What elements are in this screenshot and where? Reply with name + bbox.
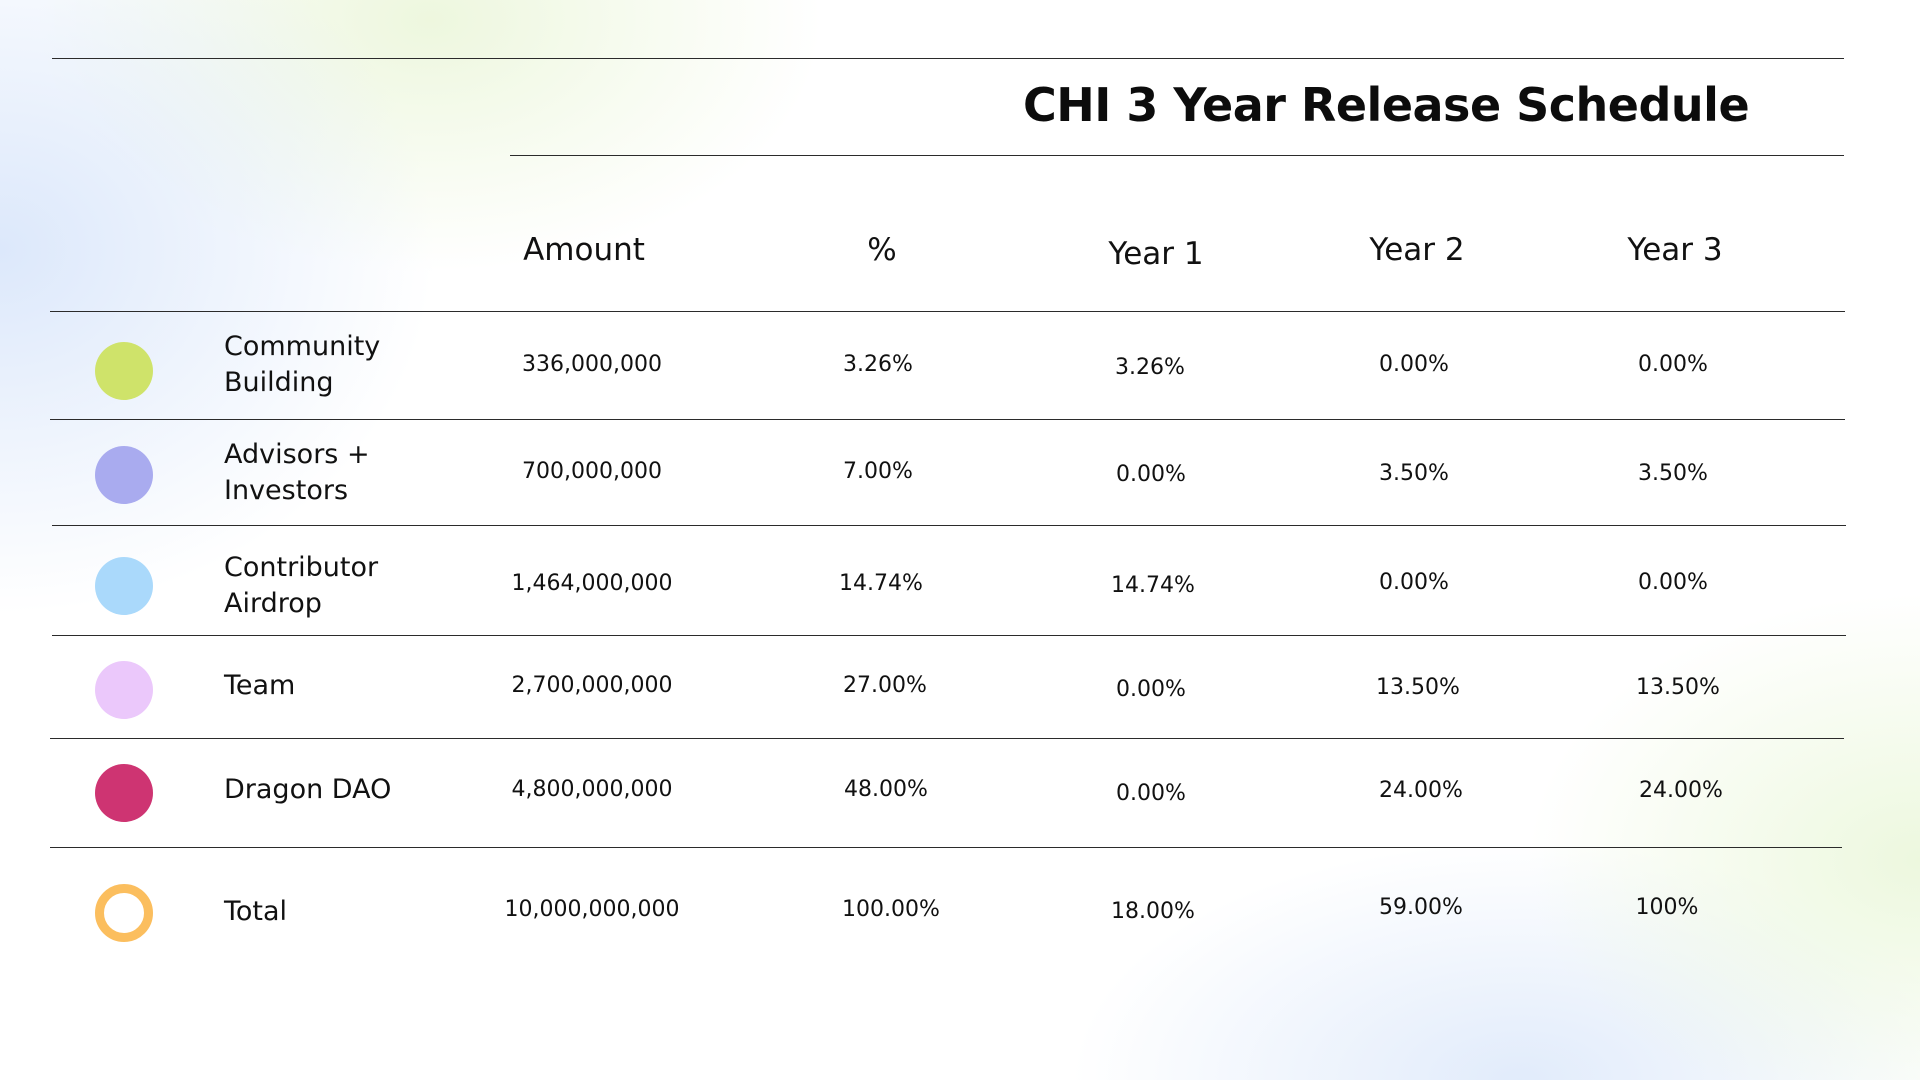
percent-cell: 48.00% — [844, 777, 928, 802]
amount-cell: 700,000,000 — [522, 459, 662, 484]
year-1-cell: 14.74% — [1111, 573, 1195, 598]
amount-cell: 2,700,000,000 — [511, 673, 673, 698]
column-header-amount: Amount — [523, 232, 645, 268]
percent-cell: 14.74% — [839, 571, 923, 596]
row-divider — [52, 635, 1846, 636]
row-label: Total — [224, 896, 288, 927]
row-label: Community Building — [224, 331, 381, 398]
year-2-cell: 24.00% — [1379, 778, 1463, 803]
percent-cell: 3.26% — [843, 352, 913, 377]
year-3-cell: 0.00% — [1638, 352, 1708, 377]
year-1-cell: 0.00% — [1116, 677, 1186, 702]
amount-cell: 1,464,000,000 — [511, 571, 673, 596]
row-label: Team — [224, 670, 296, 701]
legend-dot — [95, 661, 153, 719]
amount-cell: 336,000,000 — [522, 352, 662, 377]
year-3-cell: 24.00% — [1639, 778, 1723, 803]
table-row-advisors-investors: Advisors + Investors 700,000,000 7.00% 0… — [50, 419, 1845, 525]
column-header-year-3: Year 3 — [1627, 232, 1723, 268]
percent-cell: 27.00% — [843, 673, 927, 698]
row-label: Advisors + Investors — [224, 439, 370, 506]
year-2-cell: 0.00% — [1379, 570, 1449, 595]
year-3-cell: 100% — [1635, 895, 1699, 920]
title-divider — [510, 155, 1844, 156]
legend-dot — [95, 764, 153, 822]
year-2-cell: 3.50% — [1379, 461, 1449, 486]
row-label: Dragon DAO — [224, 774, 392, 805]
legend-dot — [95, 557, 153, 615]
legend-ring-icon — [95, 884, 153, 942]
year-3-cell: 0.00% — [1638, 570, 1708, 595]
page-title: CHI 3 Year Release Schedule — [1023, 78, 1750, 132]
amount-cell: 4,800,000,000 — [511, 777, 673, 802]
column-header-year-1: Year 1 — [1108, 236, 1204, 272]
table-row-contributor-airdrop: Contributor Airdrop 1,464,000,000 14.74%… — [50, 525, 1845, 635]
year-1-cell: 18.00% — [1111, 899, 1195, 924]
row-divider — [50, 847, 1842, 848]
year-2-cell: 59.00% — [1379, 895, 1463, 920]
year-2-cell: 0.00% — [1379, 352, 1449, 377]
table-row-total: Total 10,000,000,000 100.00% 18.00% 59.0… — [50, 847, 1845, 967]
year-1-cell: 0.00% — [1116, 462, 1186, 487]
table-row-dragon-dao: Dragon DAO 4,800,000,000 48.00% 0.00% 24… — [50, 738, 1845, 847]
legend-dot — [95, 446, 153, 504]
percent-cell: 7.00% — [843, 459, 913, 484]
row-divider — [52, 525, 1846, 526]
year-1-cell: 3.26% — [1115, 355, 1185, 380]
year-3-cell: 3.50% — [1638, 461, 1708, 486]
table-row-community-building: Community Building 336,000,000 3.26% 3.2… — [50, 311, 1845, 419]
percent-cell: 100.00% — [842, 897, 940, 922]
row-divider — [50, 419, 1845, 420]
year-1-cell: 0.00% — [1116, 781, 1186, 806]
row-label: Contributor Airdrop — [224, 552, 379, 619]
header-divider — [50, 311, 1845, 312]
year-3-cell: 13.50% — [1636, 675, 1720, 700]
table-row-team: Team 2,700,000,000 27.00% 0.00% 13.50% 1… — [50, 635, 1845, 738]
row-divider — [50, 738, 1844, 739]
column-header-percent: % — [867, 232, 897, 268]
amount-cell: 10,000,000,000 — [504, 897, 680, 922]
legend-dot — [95, 342, 153, 400]
top-divider — [52, 58, 1844, 59]
year-2-cell: 13.50% — [1376, 675, 1460, 700]
column-header-year-2: Year 2 — [1369, 232, 1465, 268]
